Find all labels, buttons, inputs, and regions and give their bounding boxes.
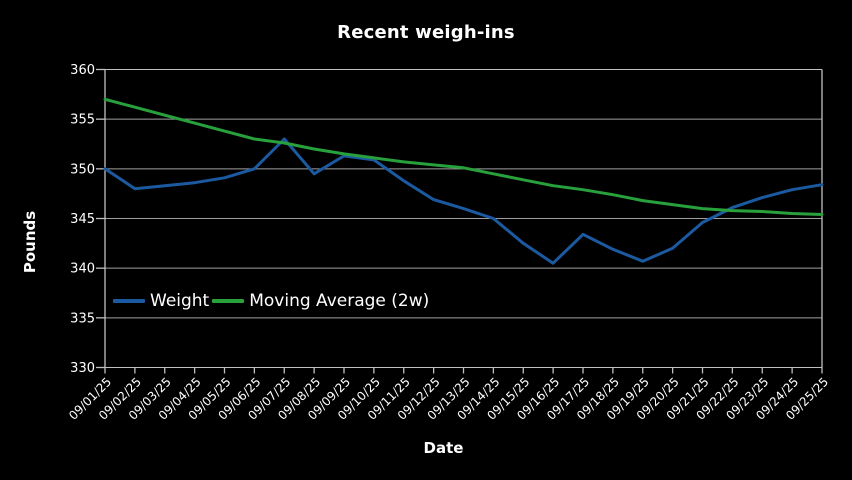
legend-label-moving-average: Moving Average (2w) xyxy=(249,291,430,311)
y-tick-label: 345 xyxy=(70,212,95,227)
y-tick-label: 355 xyxy=(70,113,95,128)
y-tick-label: 360 xyxy=(70,63,95,78)
y-tick-label: 335 xyxy=(70,311,95,326)
y-tick-label: 340 xyxy=(70,262,95,277)
moving-average-line xyxy=(103,97,824,216)
legend-label-weight: Weight xyxy=(150,291,210,311)
moving-average-line-swatch xyxy=(212,299,245,303)
weight-line-swatch xyxy=(113,299,145,303)
y-tick-label: 330 xyxy=(70,361,95,376)
weight-line xyxy=(103,137,824,265)
chart-title: Recent weigh-ins xyxy=(337,22,515,43)
legend: Weight Moving Average (2w) xyxy=(113,292,429,310)
x-axis-title: Date xyxy=(423,439,464,457)
y-tick-label: 350 xyxy=(70,162,95,177)
